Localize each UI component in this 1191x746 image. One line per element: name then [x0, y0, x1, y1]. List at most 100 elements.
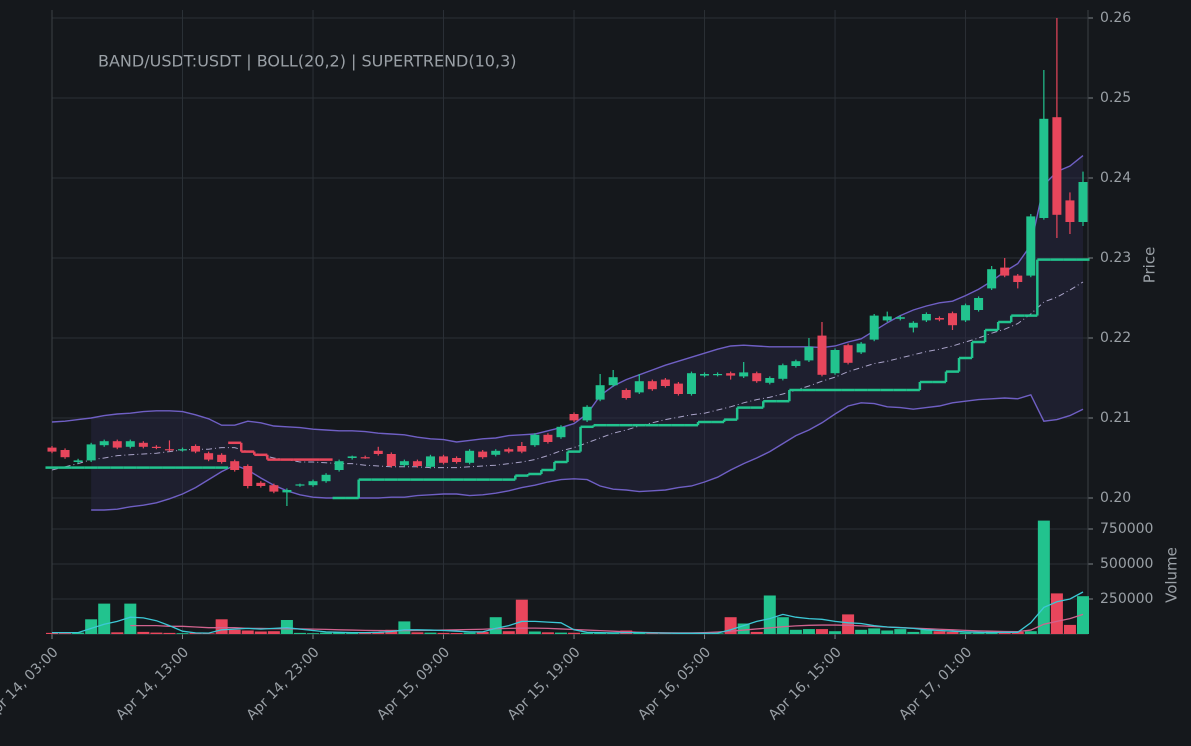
- volume-bar: [267, 631, 280, 634]
- volume-bar: [881, 630, 894, 634]
- bollinger-lower: [91, 393, 1084, 511]
- volume-bar: [150, 632, 163, 634]
- candle-body: [882, 316, 892, 321]
- candle-body: [164, 449, 174, 451]
- candle-body: [1000, 267, 1010, 276]
- candle-body: [530, 434, 540, 446]
- volume-bar: [998, 632, 1011, 634]
- candle-body: [230, 461, 240, 470]
- candle-body: [399, 461, 409, 466]
- candle-body: [138, 442, 148, 447]
- volume-bar: [763, 595, 776, 634]
- candle-body: [308, 481, 318, 486]
- volume-bar: [933, 631, 946, 634]
- volume-bar: [907, 631, 920, 634]
- candle-body: [151, 446, 161, 448]
- volume-bar: [815, 629, 828, 634]
- candle-body: [921, 314, 931, 321]
- volume-bar: [176, 633, 189, 634]
- candle-body: [556, 426, 566, 438]
- volume-bar: [437, 632, 450, 634]
- y-tick-label: 0.24: [1100, 170, 1131, 186]
- volume-bar: [59, 633, 72, 634]
- volume-bar: [724, 617, 737, 634]
- candle-body: [517, 446, 527, 452]
- y-tick-label: 0.22: [1100, 330, 1131, 346]
- y-tick-label: 0.25: [1100, 90, 1131, 106]
- volume-bar: [789, 629, 802, 634]
- volume-bar: [463, 632, 476, 634]
- y-tick-label: 0.20: [1100, 490, 1131, 506]
- y-axis-label: Price: [1141, 247, 1159, 284]
- volume-bar: [333, 632, 346, 634]
- candle-body: [360, 457, 370, 459]
- candle-body: [621, 390, 631, 398]
- volume-bar: [411, 632, 424, 634]
- candle-body: [543, 434, 553, 442]
- y2-tick-label: 500000: [1100, 556, 1153, 572]
- volume-bar: [776, 617, 789, 634]
- candle-body: [843, 345, 853, 363]
- volume-bar: [450, 633, 463, 634]
- volume-bar: [307, 633, 320, 634]
- candle-body: [347, 456, 357, 458]
- candle-body: [112, 441, 122, 448]
- volume-bar: [802, 629, 815, 634]
- candle-body: [765, 378, 775, 383]
- volume-bar: [607, 633, 620, 634]
- volume-bar: [163, 632, 176, 634]
- chart-title: BAND/USDT:USDT | BOLL(20,2) | SUPERTREND…: [98, 52, 516, 71]
- y2-axis-label: Volume: [1163, 547, 1181, 603]
- candle-body: [243, 466, 253, 486]
- volume-bar: [489, 617, 502, 634]
- volume-bar: [528, 631, 541, 634]
- y-tick-label: 0.26: [1100, 10, 1131, 26]
- candle-body: [1065, 200, 1075, 222]
- volume-bar: [1037, 520, 1050, 634]
- volume-bar: [215, 619, 228, 634]
- candle-body: [321, 474, 331, 482]
- volume-bar: [346, 632, 359, 634]
- candle-body: [660, 379, 670, 386]
- y-tick-label: 0.21: [1100, 410, 1131, 426]
- volume-bar: [398, 621, 411, 634]
- candle-body: [295, 484, 305, 486]
- candle-body: [582, 406, 592, 421]
- candle-body: [778, 365, 788, 379]
- volume-bar: [972, 632, 985, 634]
- candle-body: [99, 441, 109, 446]
- volume-bar: [737, 623, 750, 634]
- volume-bar: [594, 632, 607, 634]
- candle-body: [125, 441, 135, 447]
- volume-bar: [85, 619, 98, 634]
- candle-body: [86, 444, 96, 461]
- candle-body: [491, 450, 501, 455]
- volume-bar: [111, 632, 124, 634]
- candle-body: [269, 485, 279, 492]
- bollinger-upper: [51, 155, 1084, 443]
- candle-body: [373, 450, 383, 454]
- candle-body: [256, 482, 266, 486]
- volume-bar: [1024, 631, 1037, 634]
- volume-bar: [320, 632, 333, 634]
- volume-ma-fast: [52, 591, 1084, 634]
- candle-body: [1078, 182, 1088, 222]
- volume-bar: [1063, 624, 1076, 634]
- candle-body: [73, 460, 83, 462]
- candle-body: [817, 335, 827, 375]
- volume-bar: [241, 630, 254, 634]
- volume-bar: [646, 633, 659, 634]
- candle-body: [791, 361, 801, 366]
- volume-bar: [476, 631, 489, 634]
- candle-body: [752, 373, 762, 382]
- candle-body: [804, 346, 814, 361]
- volume-bar: [359, 633, 372, 634]
- candle-body: [830, 350, 840, 374]
- candle-body: [425, 456, 435, 467]
- volume-bar: [46, 632, 58, 634]
- y-tick-label: 0.23: [1100, 250, 1131, 266]
- volume-bar: [72, 632, 85, 634]
- volume-bar: [920, 629, 933, 634]
